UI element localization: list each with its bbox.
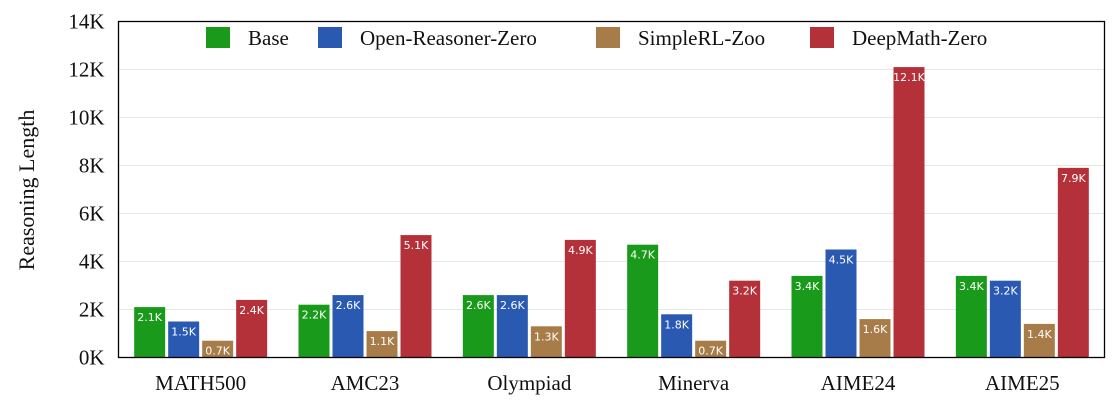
bar (989, 280, 1021, 358)
bar-value-label: 4.5K (829, 254, 854, 267)
plot-frame (117, 20, 1106, 359)
x-tick-label: Olympiad (487, 371, 571, 395)
bar-value-label: 12.1K (893, 71, 925, 84)
grid (118, 69, 1105, 310)
bar (955, 275, 987, 358)
bar (400, 235, 432, 358)
bar-value-label: 1.3K (534, 330, 559, 343)
y-tick-label: 8K (79, 154, 105, 178)
bar-value-label: 3.2K (732, 285, 757, 298)
bar-value-label: 5.1K (404, 239, 429, 252)
y-axis-title: Reasoning Length (14, 110, 39, 271)
bar-value-label: 0.7K (698, 345, 723, 358)
bar (661, 314, 693, 358)
bar (134, 307, 166, 358)
bar (298, 304, 330, 358)
bar (530, 326, 562, 358)
legend-swatch (810, 27, 834, 48)
bar-value-label: 1.1K (370, 335, 395, 348)
x-tick-label: MATH500 (155, 371, 246, 395)
bar (859, 319, 891, 358)
bar-value-label: 4.7K (630, 249, 655, 262)
bar-value-label: 3.4K (795, 280, 820, 293)
bar-value-label: 4.9K (568, 244, 593, 257)
bar-value-label: 2.1K (137, 311, 162, 324)
legend-swatch (318, 27, 342, 48)
bar (496, 295, 528, 358)
legend-swatch (206, 27, 230, 48)
bar (462, 295, 494, 358)
x-tick-label: AIME25 (985, 371, 1060, 395)
bar (1057, 167, 1089, 358)
bar (366, 331, 398, 358)
bar (1023, 323, 1055, 358)
bar (202, 340, 234, 358)
legend: Base Open-Reasoner-Zero SimpleRL-Zoo DeepMa… (206, 26, 987, 50)
bar (825, 249, 857, 358)
bar-value-label: 2.2K (302, 309, 327, 322)
bar-value-label: 2.6K (336, 299, 361, 312)
bar (564, 239, 596, 358)
bar (236, 299, 268, 358)
bar (332, 295, 364, 358)
bar (168, 321, 200, 358)
legend-label: Base (248, 26, 289, 50)
bar (627, 244, 659, 358)
y-tick-label: 10K (68, 106, 104, 130)
bar-value-label: 7.9K (1061, 172, 1086, 185)
bar-value-label: 3.4K (959, 280, 984, 293)
bar-value-label: 2.4K (239, 304, 264, 317)
y-tick-label: 14K (68, 10, 104, 34)
bar (729, 280, 761, 358)
x-tick-label: Minerva (658, 371, 730, 395)
bar-value-label: 3.2K (993, 285, 1018, 298)
bar-value-label: 2.6K (500, 299, 525, 312)
legend-label: Open-Reasoner-Zero (360, 26, 537, 50)
legend-swatch (596, 27, 620, 48)
bars: 2.1K 1.5K 0.7K 2.4K 2.2K 2.6K 1.1K 5.1K 2.6K 2.6K… (134, 67, 1089, 358)
legend-label: SimpleRL-Zoo (638, 26, 765, 50)
bar-value-label: 1.8K (664, 318, 689, 331)
bar-value-label: 0.7K (205, 345, 230, 358)
x-tick-label: AMC23 (331, 371, 400, 395)
x-tick-label: AIME24 (821, 371, 896, 395)
y-tick-label: 12K (68, 58, 104, 82)
y-tick-label: 6K (79, 202, 105, 226)
bar (893, 67, 925, 358)
axes: 0K 2K 4K 6K 8K 10K 12K 14K MATH500 AMC23 Olympiad M… (68, 10, 1059, 396)
bar (791, 275, 823, 358)
bar-value-label: 1.5K (171, 326, 196, 339)
bar-value-label: 2.6K (466, 299, 491, 312)
bar-value-label: 1.4K (1027, 328, 1052, 341)
y-tick-label: 4K (79, 250, 105, 274)
y-tick-label: 2K (79, 298, 105, 322)
bar (695, 340, 727, 358)
y-tick-label: 0K (79, 346, 105, 370)
legend-label: DeepMath-Zero (852, 26, 987, 50)
bar-value-label: 1.6K (863, 323, 888, 336)
